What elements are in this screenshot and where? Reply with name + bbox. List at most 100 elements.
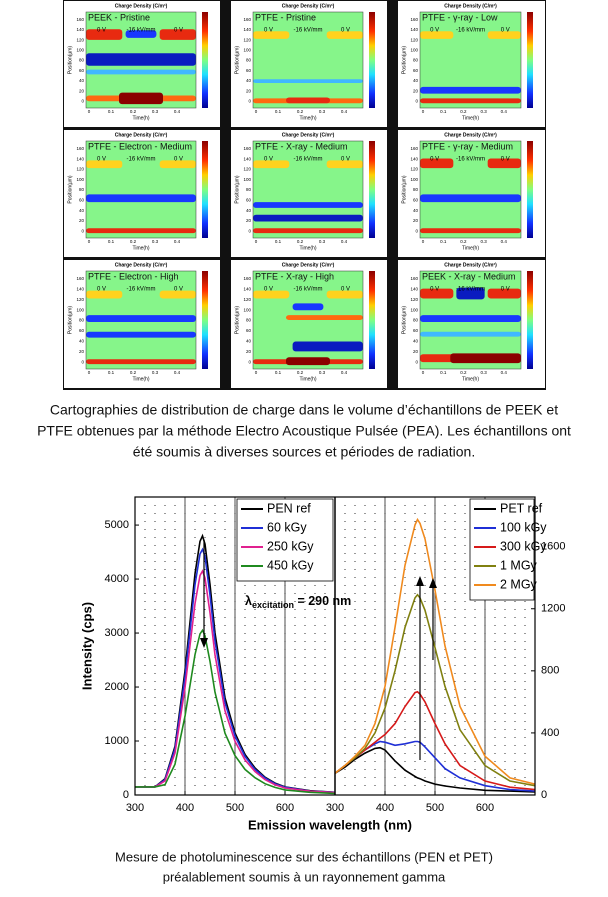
y-tick-label: 80	[246, 58, 252, 63]
y-tick-label: 140	[76, 286, 84, 291]
x-tick-label: 0.3	[480, 109, 487, 114]
y-tick-label: 60	[79, 68, 85, 73]
charge-band	[86, 53, 196, 66]
x-tick-label: 0.3	[152, 239, 159, 244]
y-tick-label: 60	[413, 68, 419, 73]
spectrum-line	[135, 569, 336, 794]
x-tick-label: 0	[255, 109, 258, 114]
charge-band	[420, 228, 521, 234]
voltage-label: 0 V	[501, 287, 510, 293]
field-label: -16 kV/mm	[293, 287, 322, 293]
y2-tick-label: 800	[541, 665, 559, 677]
y-tick-label: 0	[81, 359, 84, 364]
panel-title: PTFE - X-ray - Medium	[255, 141, 348, 151]
panel-title: PTFE - Electron - High	[88, 271, 179, 281]
x-tick-label: 0.4	[341, 370, 348, 375]
x-tick-label: 300	[326, 802, 344, 814]
y-tick-label: 20	[413, 218, 419, 223]
x-tick-label: 0.1	[108, 239, 115, 244]
y-tick-label: 80	[413, 187, 419, 192]
field-label: -16 kV/mm	[126, 287, 155, 293]
colorbar	[527, 12, 533, 108]
voltage-label: 0 V	[97, 287, 106, 293]
y-tick-label: 80	[79, 58, 85, 63]
charge-band	[326, 31, 363, 39]
y-tick-label: 100	[410, 47, 418, 52]
voltage-label: 0 V	[174, 287, 183, 293]
y-tick-label: 80	[246, 187, 252, 192]
y-tick-label: 120	[410, 297, 418, 302]
charge-band	[119, 92, 163, 105]
y-axis-label: Position(µm)	[234, 175, 240, 203]
panel-title: PTFE - Pristine	[255, 12, 316, 22]
legend-label: PET ref	[500, 501, 543, 515]
heatmap-area	[253, 141, 363, 238]
y-tick-label: 40	[246, 208, 252, 213]
caption-line: PTFE obtenues par la méthode Electro Aco…	[37, 423, 571, 439]
y-tick-label: 140	[410, 27, 418, 32]
y-tick-label: 100	[76, 307, 84, 312]
y-tick-label: 60	[79, 328, 85, 333]
y-tick-label: 120	[410, 167, 418, 172]
x-tick-label: 0.2	[297, 239, 304, 244]
heatmap-frame	[252, 11, 364, 109]
x-tick-label: 0	[255, 239, 258, 244]
colorbar	[202, 141, 208, 238]
colorbar	[527, 271, 533, 369]
legend-label: 300 kGy	[500, 539, 547, 553]
y-axis-label: Position(µm)	[234, 46, 240, 74]
y-tick-label: 120	[243, 167, 251, 172]
y-tick-label: 20	[246, 88, 252, 93]
colorbar-label: Charge Density (C/m³)	[282, 132, 335, 138]
charge-band	[326, 160, 363, 169]
y-tick-label: 80	[79, 318, 85, 323]
legend-label: 450 kGy	[267, 558, 314, 572]
y-tick-label: 40	[79, 339, 85, 344]
charge-band	[292, 341, 363, 352]
legend-label: 2 MGy	[500, 577, 538, 591]
y-tick-label: 0	[81, 228, 84, 233]
charge-band	[420, 315, 521, 322]
y-tick-label: 160	[410, 17, 418, 22]
charge-band	[125, 30, 157, 38]
y-axis-label: Position(µm)	[401, 46, 407, 74]
x-tick-label: 0.3	[480, 370, 487, 375]
field-label: -16 kV/mm	[293, 157, 322, 163]
x-tick-label: 0.2	[130, 109, 137, 114]
y-tick-label: 60	[246, 328, 252, 333]
charge-band	[326, 290, 363, 299]
x-tick-label: 0	[422, 370, 425, 375]
x-axis-label: Time(h)	[299, 245, 316, 251]
panel-title: PEEK - Pristine	[88, 12, 150, 22]
y-tick-label: 160	[410, 276, 418, 281]
y-tick-label: 1000	[105, 735, 129, 747]
y-tick-label: 60	[413, 328, 419, 333]
x-tick-label: 300	[126, 802, 144, 814]
x-tick-label: 500	[426, 802, 444, 814]
charge-band	[159, 290, 196, 299]
heatmap-area	[86, 141, 196, 238]
x-axis-label: Time(h)	[132, 115, 149, 121]
heatmap-frame	[419, 11, 522, 109]
y-tick-label: 40	[413, 339, 419, 344]
charge-band	[86, 359, 196, 365]
x-tick-label: 0.2	[460, 109, 467, 114]
x-tick-label: 0.1	[275, 239, 282, 244]
x-axis-label: Time(h)	[462, 115, 479, 121]
charge-band	[86, 228, 196, 234]
y-tick-label: 40	[246, 78, 252, 83]
y-tick-label: 120	[76, 297, 84, 302]
charge-band	[286, 97, 330, 104]
y-tick-label: 80	[413, 318, 419, 323]
field-label: -16 kV/mm	[456, 157, 485, 163]
caption-line: été soumis à diverses sources et période…	[133, 444, 475, 460]
y2-tick-label: 400	[541, 727, 559, 739]
arrow-head	[416, 576, 424, 586]
colorbar	[369, 271, 375, 369]
x-tick-label: 0	[88, 370, 91, 375]
charge-band	[456, 287, 485, 300]
y-tick-label: 3000	[105, 627, 129, 639]
heatmap-frame	[252, 270, 364, 370]
y-tick-label: 100	[76, 47, 84, 52]
